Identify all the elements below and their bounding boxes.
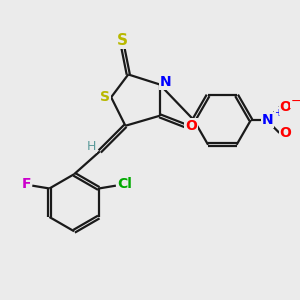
Text: −: − — [291, 94, 300, 107]
Text: O: O — [280, 100, 292, 114]
Text: F: F — [22, 178, 31, 191]
Text: O: O — [185, 119, 197, 133]
Text: N: N — [262, 113, 274, 127]
Text: H: H — [86, 140, 96, 153]
Text: O: O — [280, 126, 292, 140]
Text: Cl: Cl — [117, 178, 132, 191]
Text: +: + — [274, 108, 283, 118]
Text: S: S — [117, 33, 128, 48]
Text: N: N — [160, 75, 172, 89]
Text: S: S — [100, 90, 110, 104]
